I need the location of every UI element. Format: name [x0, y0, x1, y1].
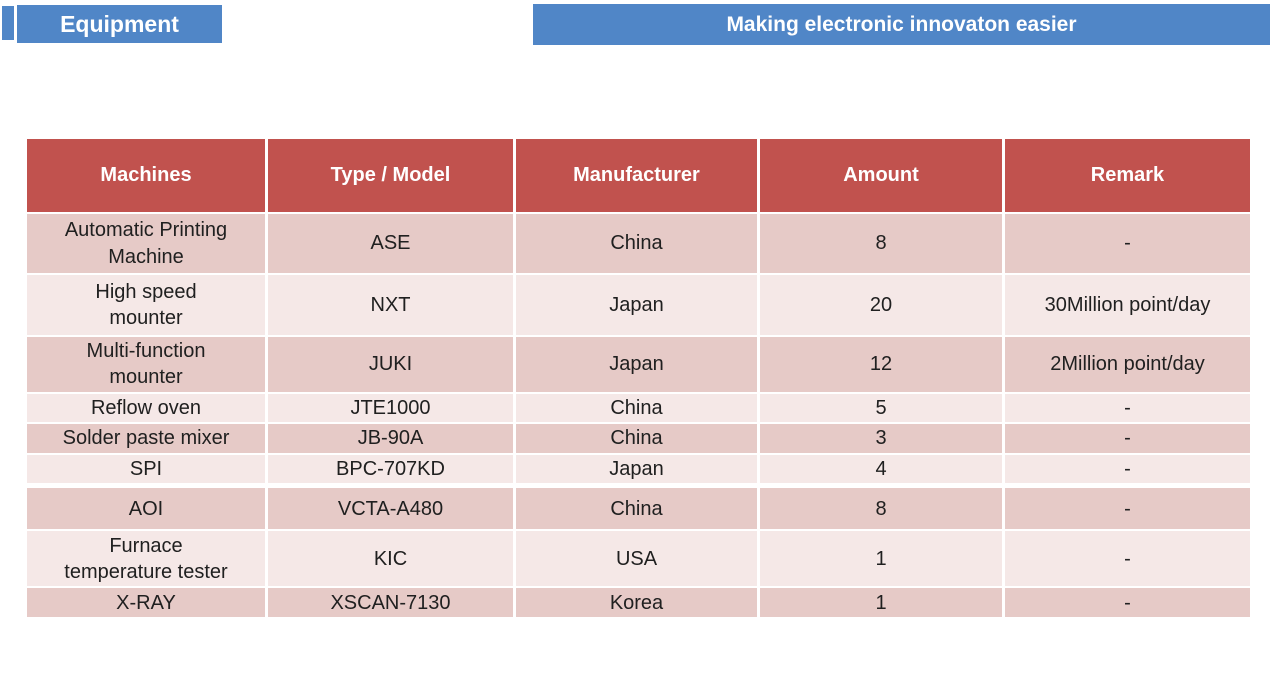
- cell-remark: -: [1002, 452, 1253, 487]
- cell-manufacturer: USA: [513, 529, 760, 589]
- cell-manufacturer: China: [513, 422, 760, 455]
- cell-manufacturer: Japan: [513, 335, 760, 394]
- cell-remark: -: [1002, 422, 1253, 455]
- cell-machine: SPI: [24, 452, 268, 487]
- cell-model: NXT: [265, 273, 516, 337]
- tagline-banner: Making electronic innovaton easier: [533, 4, 1270, 45]
- cell-machine: Multi-function mounter: [24, 335, 268, 394]
- cell-amount: 4: [757, 452, 1005, 487]
- cell-model: JUKI: [265, 335, 516, 394]
- table-body: Automatic Printing Machine ASE China 8- High…: [24, 212, 1253, 620]
- cell-model: KIC: [265, 529, 516, 589]
- cell-manufacturer: China: [513, 482, 760, 532]
- cell-model: JB-90A: [265, 422, 516, 455]
- cell-remark: -: [1002, 212, 1253, 275]
- cell-remark: -: [1002, 391, 1253, 425]
- cell-model: XSCAN-7130: [265, 586, 516, 620]
- column-header-type-model: Type / Model: [265, 137, 516, 214]
- cell-model: BPC-707KD: [265, 452, 516, 487]
- cell-machine: Furnace temperature tester: [24, 529, 268, 589]
- cell-machine: Solder paste mixer: [24, 422, 268, 455]
- cell-amount: 3: [757, 422, 1005, 455]
- title-accent-bar: [2, 6, 14, 40]
- table-row: SPI BPC-707KD Japan 4-: [24, 452, 1253, 487]
- cell-remark: -: [1002, 529, 1253, 589]
- cell-amount: 20: [757, 273, 1005, 337]
- table-header-row: Machines Type / Model Manufacturer Amoun…: [24, 137, 1253, 214]
- cell-machine: X-RAY: [24, 586, 268, 620]
- column-header-machines: Machines: [24, 137, 268, 214]
- cell-remark: -: [1002, 586, 1253, 620]
- equipment-table: Machines Type / Model Manufacturer Amoun…: [24, 137, 1253, 620]
- table-row: Automatic Printing Machine ASE China 8-: [24, 212, 1253, 275]
- column-header-remark: Remark: [1002, 137, 1253, 214]
- table-row: Furnace temperature tester KIC USA 1-: [24, 529, 1253, 589]
- cell-amount: 5: [757, 391, 1005, 425]
- table-row: High speed mounter NXT Japan 20 30Million po…: [24, 273, 1253, 337]
- tagline-text: Making electronic innovaton easier: [726, 12, 1077, 36]
- page-title-label: Equipment: [60, 10, 179, 37]
- cell-machine: High speed mounter: [24, 273, 268, 337]
- cell-model: JTE1000: [265, 391, 516, 425]
- cell-machine: AOI: [24, 482, 268, 532]
- cell-amount: 12: [757, 335, 1005, 394]
- column-header-amount: Amount: [757, 137, 1005, 214]
- cell-amount: 1: [757, 586, 1005, 620]
- table-row: Solder paste mixer JB-90A China 3-: [24, 422, 1253, 455]
- cell-manufacturer: China: [513, 212, 760, 275]
- cell-machine: Automatic Printing Machine: [24, 212, 268, 275]
- cell-amount: 8: [757, 482, 1005, 532]
- page-title: Equipment: [17, 5, 222, 43]
- cell-manufacturer: Japan: [513, 273, 760, 337]
- table-row: X-RAY XSCAN-7130 Korea 1-: [24, 586, 1253, 620]
- cell-amount: 1: [757, 529, 1005, 589]
- cell-model: ASE: [265, 212, 516, 275]
- table-row: Multi-function mounter JUKI Japan 12 2Millio…: [24, 335, 1253, 394]
- table-row: AOI VCTA-A480 China 8-: [24, 482, 1253, 532]
- cell-remark: -: [1002, 482, 1253, 532]
- cell-remark: 30Million point/day: [1002, 273, 1253, 337]
- cell-manufacturer: Korea: [513, 586, 760, 620]
- cell-machine: Reflow oven: [24, 391, 268, 425]
- cell-remark: 2Million point/day: [1002, 335, 1253, 394]
- cell-model: VCTA-A480: [265, 482, 516, 532]
- column-header-manufacturer: Manufacturer: [513, 137, 760, 214]
- cell-manufacturer: China: [513, 391, 760, 425]
- cell-amount: 8: [757, 212, 1005, 275]
- table-row: Reflow oven JTE1000 China 5-: [24, 391, 1253, 425]
- cell-manufacturer: Japan: [513, 452, 760, 487]
